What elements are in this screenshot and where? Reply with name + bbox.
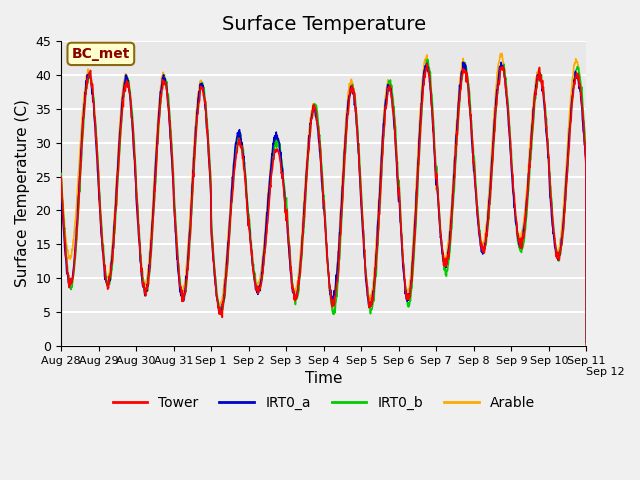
IRT0_b: [365, 302, 372, 308]
IRT0_a: [233, 135, 241, 141]
Tower: [528, 137, 536, 143]
IRT0_b: [424, 57, 431, 62]
IRT0_b: [528, 145, 536, 151]
IRT0_a: [582, 339, 590, 345]
Arable: [447, 204, 455, 209]
Tower: [391, 136, 399, 142]
Arable: [498, 50, 506, 56]
Tower: [365, 305, 372, 311]
Arable: [365, 293, 372, 299]
Tower: [424, 61, 431, 67]
Text: BC_met: BC_met: [72, 47, 130, 61]
IRT0_a: [391, 135, 399, 141]
IRT0_a: [58, 182, 65, 188]
Line: Tower: Tower: [61, 64, 586, 349]
Tower: [448, 212, 456, 218]
IRT0_a: [171, 216, 179, 222]
Tower: [171, 214, 179, 219]
Arable: [171, 218, 179, 224]
Legend: Tower, IRT0_a, IRT0_b, Arable: Tower, IRT0_a, IRT0_b, Arable: [107, 390, 541, 415]
IRT0_a: [460, 60, 467, 65]
IRT0_b: [171, 205, 179, 211]
Arable: [58, 175, 65, 181]
IRT0_b: [448, 226, 456, 231]
Tower: [58, 173, 65, 179]
Tower: [233, 150, 241, 156]
Text: Sep 12: Sep 12: [586, 367, 625, 377]
IRT0_a: [447, 214, 455, 219]
Line: IRT0_b: IRT0_b: [61, 60, 586, 344]
Arable: [391, 137, 399, 143]
Y-axis label: Surface Temperature (C): Surface Temperature (C): [15, 99, 30, 288]
IRT0_b: [391, 123, 399, 129]
Line: IRT0_a: IRT0_a: [61, 62, 586, 342]
IRT0_b: [58, 171, 65, 177]
Tower: [582, 346, 590, 352]
Arable: [233, 141, 241, 146]
IRT0_b: [233, 143, 241, 149]
IRT0_a: [365, 303, 372, 309]
Title: Surface Temperature: Surface Temperature: [221, 15, 426, 34]
Line: Arable: Arable: [61, 53, 586, 346]
X-axis label: Time: Time: [305, 371, 342, 386]
Arable: [528, 120, 536, 126]
IRT0_b: [582, 341, 590, 347]
IRT0_a: [528, 129, 536, 135]
Arable: [582, 343, 590, 348]
